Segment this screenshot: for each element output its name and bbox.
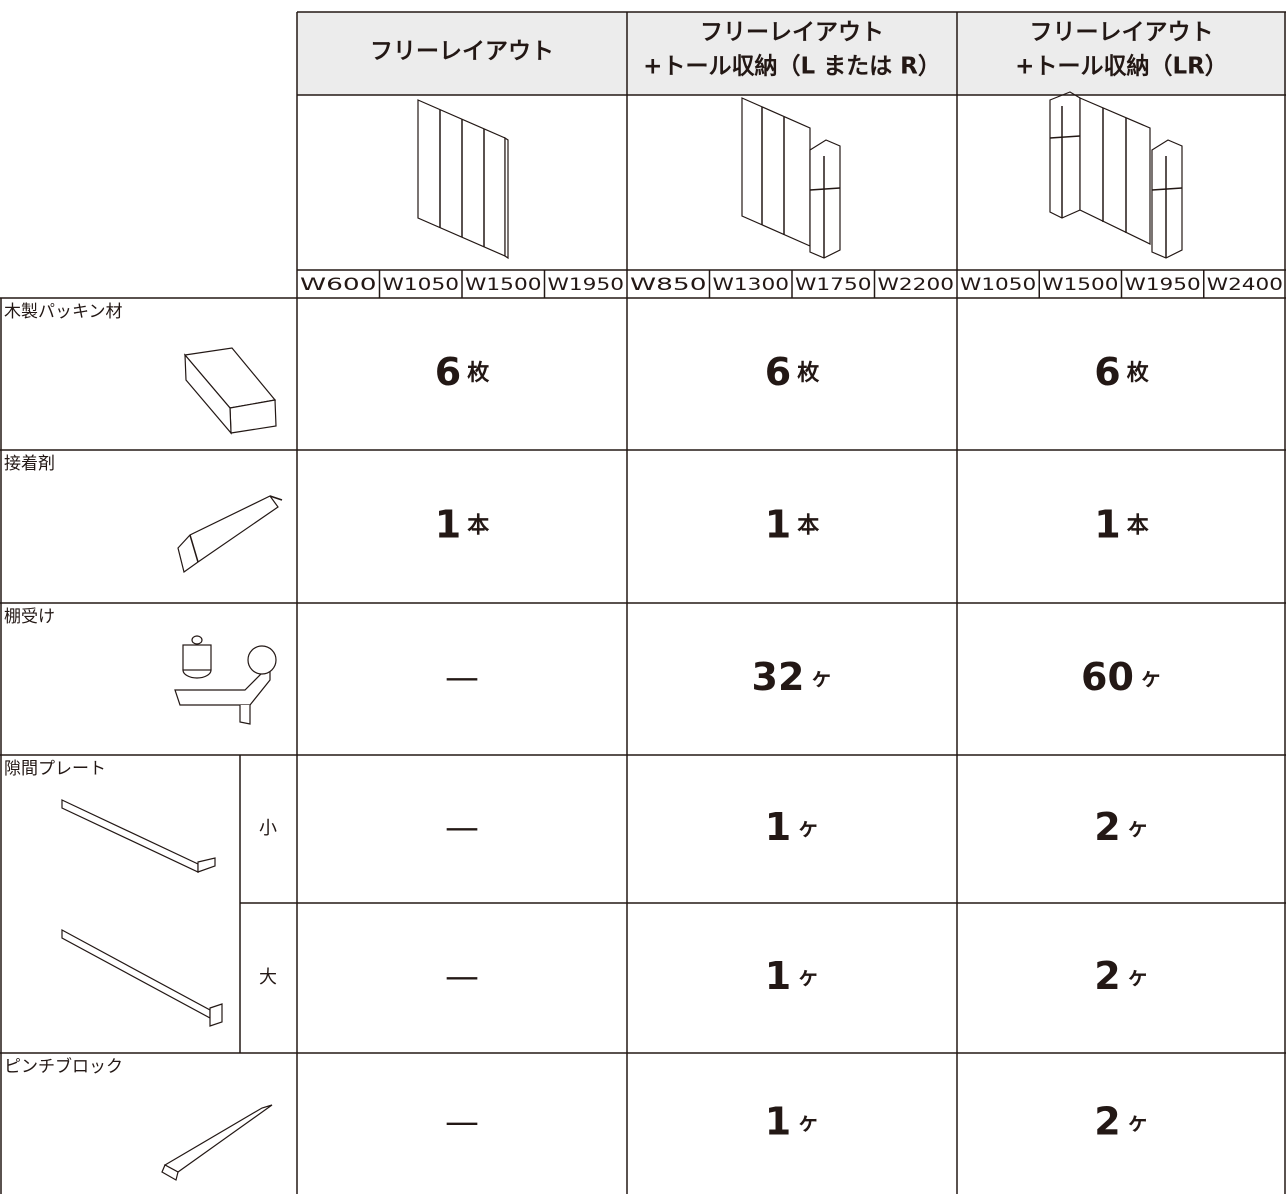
unit: 枚 <box>797 360 819 386</box>
part-icon <box>161 1104 273 1181</box>
width-label: W1950 <box>1125 275 1201 295</box>
column-title: フリーレイアウト <box>370 39 554 65</box>
count: 1 <box>765 502 791 546</box>
not-applicable: — <box>445 658 479 698</box>
product-drawing <box>741 97 841 259</box>
width-label: W1300 <box>713 275 790 295</box>
part-icon <box>174 635 277 725</box>
unit: ヶ <box>1127 965 1149 990</box>
column-title: フリーレイアウト <box>1030 20 1214 46</box>
unit: 枚 <box>1127 360 1149 386</box>
not-applicable: — <box>445 957 479 997</box>
unit: 本 <box>797 514 819 539</box>
width-label: W600 <box>300 275 377 295</box>
not-applicable: — <box>445 1102 479 1142</box>
unit: ヶ <box>797 965 819 990</box>
count: 2 <box>1094 1099 1120 1143</box>
width-label: W1500 <box>465 275 542 295</box>
product-drawing <box>417 99 509 260</box>
part-icon <box>61 928 223 1027</box>
count: 2 <box>1094 954 1120 998</box>
quantity: 32 ヶ <box>752 655 833 699</box>
unit: ヶ <box>810 666 832 691</box>
count: 6 <box>765 350 791 394</box>
count: 2 <box>1094 805 1120 849</box>
count: 1 <box>435 502 461 546</box>
unit: 本 <box>467 514 489 539</box>
count: 1 <box>1094 502 1120 546</box>
header-background <box>297 12 1286 95</box>
size-label: 小 <box>259 818 277 839</box>
width-label: W1050 <box>960 275 1036 295</box>
count: 1 <box>765 1099 791 1143</box>
part-icon <box>183 347 277 435</box>
column-title: フリーレイアウト <box>700 20 884 46</box>
width-label: W2200 <box>878 275 955 295</box>
row-label: 隙間プレート <box>4 759 106 779</box>
width-label: W850 <box>630 275 707 295</box>
unit: 枚 <box>467 360 489 386</box>
width-label: W1750 <box>795 275 872 295</box>
row-label: 接着剤 <box>4 454 55 474</box>
row-label: 木製パッキン材 <box>4 302 123 322</box>
column-title: +トール収納（LR） <box>1015 53 1228 80</box>
part-icon <box>61 799 216 873</box>
part-icon <box>177 495 283 574</box>
quantity: 60 ヶ <box>1081 655 1162 699</box>
row-label: ピンチブロック <box>4 1056 123 1077</box>
unit: ヶ <box>797 816 819 841</box>
not-applicable: — <box>445 808 479 848</box>
count: 60 <box>1081 655 1134 699</box>
unit: 本 <box>1127 514 1149 539</box>
width-label: W1050 <box>383 275 460 295</box>
width-label: W2400 <box>1207 275 1283 295</box>
product-drawing <box>1049 91 1183 259</box>
unit: ヶ <box>1127 1111 1149 1136</box>
count: 1 <box>765 805 791 849</box>
count: 6 <box>435 350 461 394</box>
unit: ヶ <box>1140 666 1162 691</box>
width-label: W1500 <box>1042 275 1118 295</box>
count: 1 <box>765 954 791 998</box>
unit: ヶ <box>797 1111 819 1136</box>
width-label: W1950 <box>548 275 625 295</box>
count: 6 <box>1094 350 1120 394</box>
row-label: 棚受け <box>4 607 55 627</box>
column-title: +トール収納（L または R） <box>643 53 941 80</box>
count: 32 <box>752 655 805 699</box>
size-label: 大 <box>259 967 277 988</box>
unit: ヶ <box>1127 816 1149 841</box>
